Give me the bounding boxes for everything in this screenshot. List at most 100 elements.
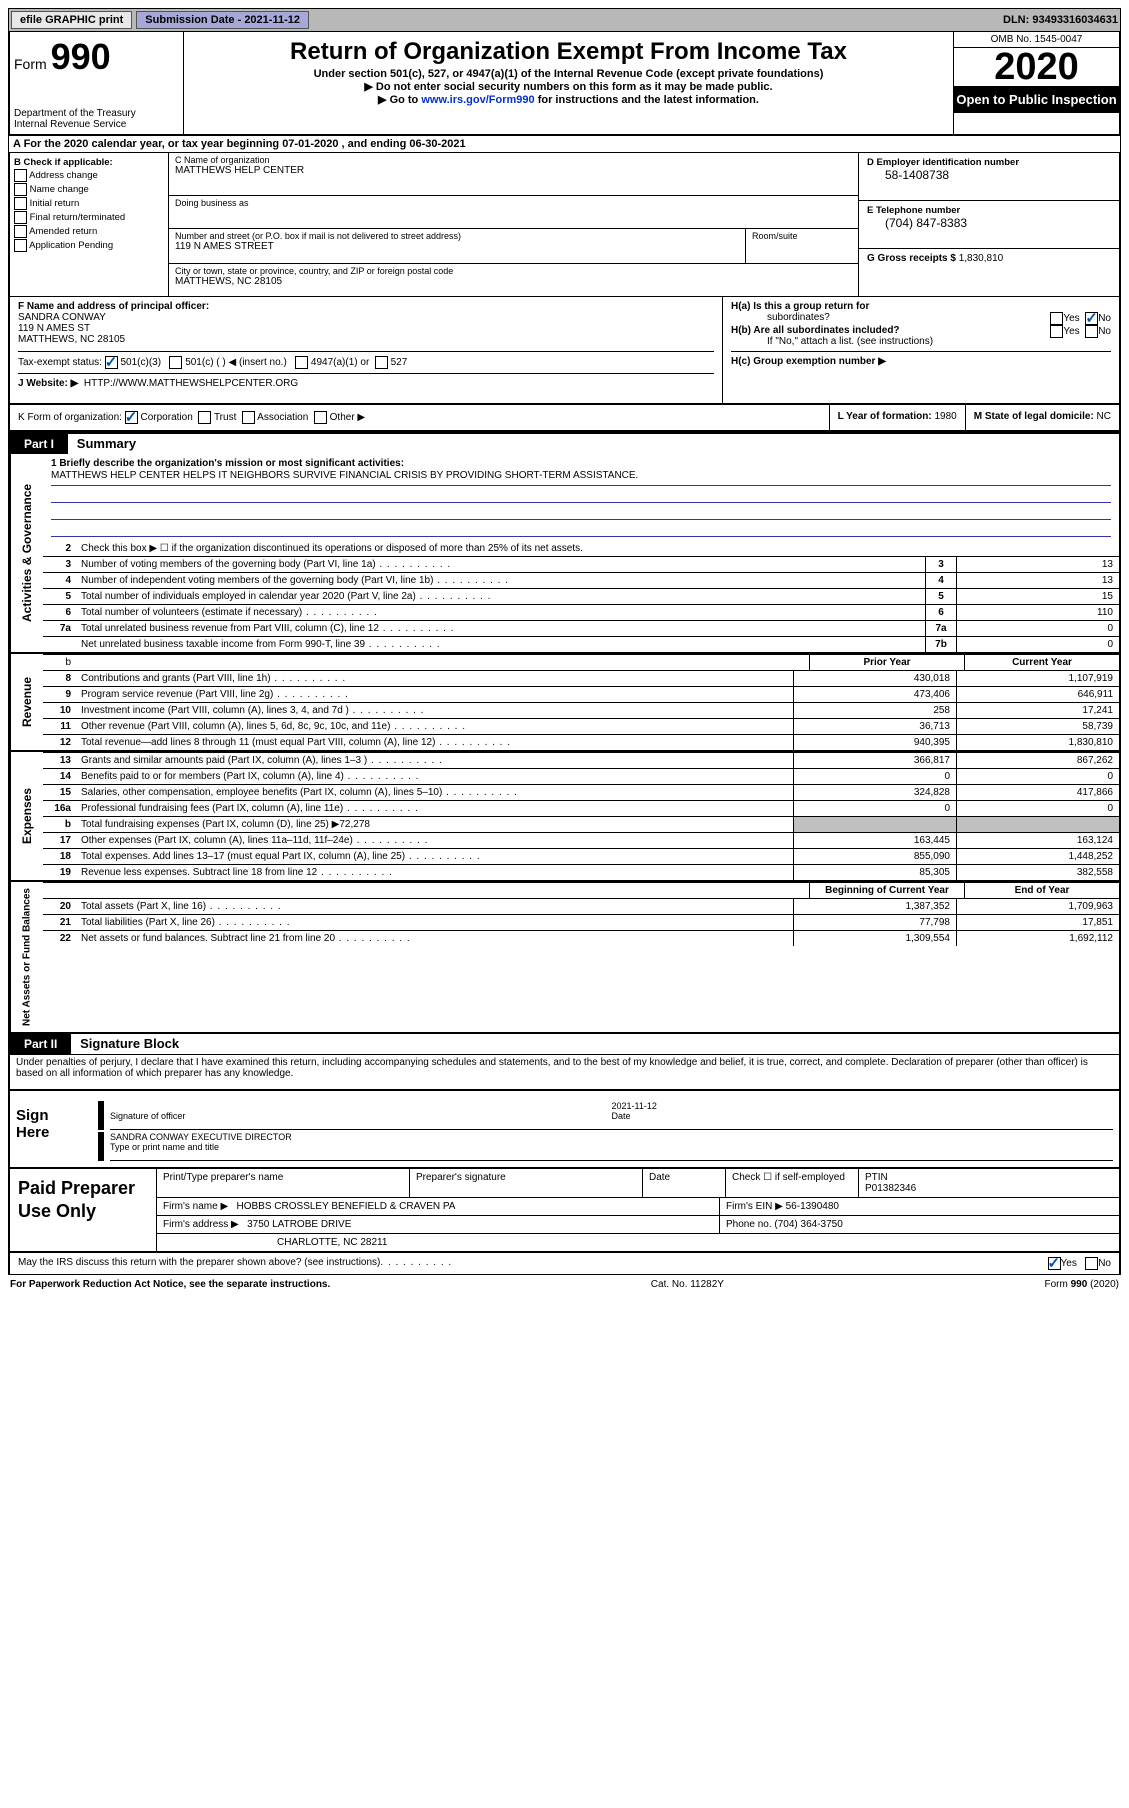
footer-left: For Paperwork Reduction Act Notice, see … [10,1279,330,1290]
sign-section: Sign Here Signature of officer 2021-11-1… [8,1091,1121,1169]
cb-527[interactable] [375,356,388,369]
phone-label: E Telephone number [867,205,1111,216]
preparer-left-label: Paid Preparer Use Only [10,1169,156,1251]
cb-initial-return[interactable] [14,197,27,210]
footer-form: Form 990 (2020) [1045,1279,1119,1290]
officer-printed-name: SANDRA CONWAY EXECUTIVE DIRECTOR [110,1132,292,1142]
summary-line: 18 Total expenses. Add lines 13–17 (must… [43,848,1119,864]
firm-name: HOBBS CROSSLEY BENEFIELD & CRAVEN PA [237,1201,456,1212]
cb-discuss-no[interactable] [1085,1257,1098,1270]
summary-line: 22 Net assets or fund balances. Subtract… [43,930,1119,946]
prep-sig-label: Preparer's signature [409,1169,642,1197]
officer-city: MATTHEWS, NC 28105 [18,334,125,345]
summary-line: 6 Total number of volunteers (estimate i… [43,604,1119,620]
dba-label: Doing business as [175,198,852,208]
prep-date-label: Date [642,1169,725,1197]
end-year-header: End of Year [964,883,1119,898]
summary-line: 7a Total unrelated business revenue from… [43,620,1119,636]
year-formation: 1980 [934,411,956,422]
summary-line: 11 Other revenue (Part VIII, column (A),… [43,718,1119,734]
cb-assoc[interactable] [242,411,255,424]
org-name: MATTHEWS HELP CENTER [175,165,852,176]
cb-amended[interactable] [14,225,27,238]
gross-receipts-label: G Gross receipts $ [867,253,956,264]
submission-date-box: Submission Date - 2021-11-12 [136,11,309,29]
part1-title: Summary [77,436,136,451]
cb-corp[interactable] [125,411,138,424]
line2-desc: Check this box ▶ ☐ if the organization d… [77,541,1119,556]
footer-catno: Cat. No. 11282Y [651,1279,724,1290]
form-title: Return of Organization Exempt From Incom… [188,38,949,66]
city-label: City or town, state or province, country… [175,266,852,276]
block-bcdeg: B Check if applicable: Address change Na… [8,153,1121,296]
website-link[interactable]: HTTP://WWW.MATTHEWSHELPCENTER.ORG [84,378,298,389]
sign-here-label: Sign Here [10,1091,92,1167]
summary-line: 14 Benefits paid to or for members (Part… [43,768,1119,784]
current-year-header: Current Year [964,655,1119,670]
title-cell: Return of Organization Exempt From Incom… [184,32,953,134]
cb-final-return[interactable] [14,211,27,224]
cb-address-change[interactable] [14,169,27,182]
officer-name: SANDRA CONWAY [18,312,106,323]
begin-year-header: Beginning of Current Year [809,883,964,898]
side-revenue: Revenue [10,654,43,750]
cb-other[interactable] [314,411,327,424]
ptin-value: P01382346 [865,1183,916,1194]
cb-trust[interactable] [198,411,211,424]
part2-badge: Part II [10,1034,71,1054]
note-no-ssn: ▶ Do not enter social security numbers o… [188,80,949,93]
cb-hb-yes[interactable] [1050,325,1063,338]
form-subtitle: Under section 501(c), 527, or 4947(a)(1)… [188,68,949,80]
summary-expenses: Expenses 13 Grants and similar amounts p… [8,752,1121,882]
sign-date: 2021-11-12 [612,1101,657,1111]
c-name-label: C Name of organization [175,155,852,165]
ein-label: D Employer identification number [867,157,1111,168]
street-value: 119 N AMES STREET [175,241,739,252]
cb-501c3[interactable] [105,356,118,369]
j-label: J Website: ▶ [18,378,78,389]
summary-line: 3 Number of voting members of the govern… [43,556,1119,572]
city-value: MATTHEWS, NC 28105 [175,276,852,287]
dln-label: DLN: 93493316034631 [1003,14,1118,26]
c-org-info: C Name of organization MATTHEWS HELP CEN… [169,153,858,296]
firm-addr1: 3750 LATROBE DRIVE [247,1219,351,1230]
prior-year-header: Prior Year [809,655,964,670]
cb-discuss-yes[interactable] [1048,1257,1061,1270]
ein-value: 58-1408738 [867,168,1111,182]
perjury-statement: Under penalties of perjury, I declare th… [8,1054,1121,1091]
cb-4947[interactable] [295,356,308,369]
summary-line: 17 Other expenses (Part IX, column (A), … [43,832,1119,848]
f-officer: F Name and address of principal officer:… [10,297,723,403]
year-cell: OMB No. 1545-0047 2020 Open to Public In… [953,32,1119,134]
efile-print-button[interactable]: efile GRAPHIC print [11,11,132,29]
cb-app-pending[interactable] [14,239,27,252]
row-a-period: A For the 2020 calendar year, or tax yea… [8,136,1121,153]
summary-line: 10 Investment income (Part VIII, column … [43,702,1119,718]
form-number: 990 [51,36,111,77]
summary-line: 4 Number of independent voting members o… [43,572,1119,588]
officer-street: 119 N AMES ST [18,323,90,334]
cb-ha-yes[interactable] [1050,312,1063,325]
cb-name-change[interactable] [14,183,27,196]
firm-phone: (704) 364-3750 [774,1219,842,1230]
side-governance: Activities & Governance [10,454,43,652]
de-col: D Employer identification number 58-1408… [858,153,1119,296]
block-fhi: F Name and address of principal officer:… [8,296,1121,405]
tax-year: 2020 [954,48,1119,86]
summary-line: 20 Total assets (Part X, line 16) 1,387,… [43,898,1119,914]
note-link: ▶ Go to www.irs.gov/Form990 for instruct… [188,93,949,106]
cb-501c[interactable] [169,356,182,369]
summary-line: 21 Total liabilities (Part X, line 26) 7… [43,914,1119,930]
open-public-badge: Open to Public Inspection [954,86,1119,113]
suite-label: Room/suite [752,231,852,241]
summary-line: 9 Program service revenue (Part VIII, li… [43,686,1119,702]
summary-line: 13 Grants and similar amounts paid (Part… [43,752,1119,768]
street-label: Number and street (or P.O. box if mail i… [175,231,739,241]
dept-label: Department of the Treasury Internal Reve… [14,108,179,130]
side-netassets: Net Assets or Fund Balances [10,882,43,1032]
gross-receipts-value: 1,830,810 [959,253,1004,264]
irs-link[interactable]: www.irs.gov/Form990 [421,94,534,106]
row-klm: K Form of organization: Corporation Trus… [8,405,1121,432]
cb-ha-no[interactable] [1085,312,1098,325]
cb-hb-no[interactable] [1085,325,1098,338]
